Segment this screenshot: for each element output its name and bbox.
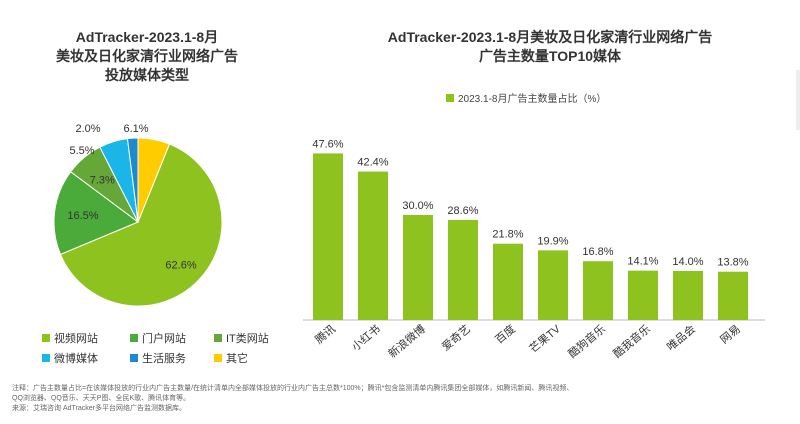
bar-value-label-5: 21.8% bbox=[492, 229, 523, 241]
legend-item-life: 生活服务 bbox=[130, 350, 186, 366]
footnote: 注释：广告主数量占比=在该媒体投放的行业内广告主数量/在统计清单内全部媒体投放的… bbox=[12, 384, 792, 414]
bar-value-label-2: 42.4% bbox=[357, 157, 388, 169]
legend-item-it: IT类网站 bbox=[214, 330, 269, 346]
bar-7 bbox=[583, 261, 613, 320]
bar-title-line1: AdTracker-2023.1-8月美妆及日化家清行业网络广告 bbox=[387, 29, 713, 45]
bar-value-label-8: 14.1% bbox=[627, 256, 658, 268]
bar-6 bbox=[538, 250, 568, 320]
pie-title-line3: 投放媒体类型 bbox=[105, 67, 189, 83]
legend-label-portal: 门户网站 bbox=[142, 333, 186, 345]
footnote-line3: 来源：艾瑞咨询 AdTracker多平台网络广告监测数据库。 bbox=[12, 405, 186, 412]
legend-swatch-weibo bbox=[42, 354, 50, 362]
bar-category-label-4: 爱奇艺 bbox=[439, 322, 473, 353]
legend-swatch-video bbox=[42, 334, 50, 342]
legend-label-video: 视频网站 bbox=[54, 333, 98, 345]
bar-chart: 47.6% 腾讯 42.4% 小红书 30.0% 新浪微博 28.6% 爱奇艺 21.8% 百度 1… bbox=[303, 138, 765, 361]
bar-legend-label: 2023.1-8月广告主数量占比（%） bbox=[458, 94, 607, 105]
bar-category-label-1: 腾讯 bbox=[312, 322, 338, 347]
pie-label-life: 2.0% bbox=[75, 123, 100, 135]
bar-10 bbox=[718, 271, 748, 320]
bar-value-label-6: 19.9% bbox=[537, 235, 568, 247]
legend-label-weibo: 微博媒体 bbox=[54, 353, 98, 365]
legend-label-other: 其它 bbox=[226, 353, 248, 365]
pie-label-it: 7.3% bbox=[90, 175, 115, 187]
bar-9 bbox=[673, 271, 703, 320]
bar-legend: 2023.1-8月广告主数量占比（%） bbox=[446, 90, 606, 105]
bar-value-label-10: 13.8% bbox=[717, 257, 748, 269]
pie-chart-title: AdTracker-2023.1-8月 美妆及日化家清行业网络广告 投放媒体类型 bbox=[22, 28, 272, 85]
legend-swatch-it bbox=[214, 334, 222, 342]
legend-label-life: 生活服务 bbox=[142, 353, 186, 365]
bar-value-label-7: 16.8% bbox=[582, 246, 613, 258]
bar-chart-title: AdTracker-2023.1-8月美妆及日化家清行业网络广告 广告主数量TO… bbox=[300, 28, 800, 66]
pie-chart: 62.6% 16.5% 7.3% 5.5% 2.0% 6.1% bbox=[53, 123, 223, 307]
legend-swatch-other bbox=[214, 354, 222, 362]
bar-value-label-1: 47.6% bbox=[312, 138, 343, 150]
bar-category-label-2: 小红书 bbox=[349, 322, 383, 353]
bar-legend-swatch bbox=[446, 93, 454, 102]
legend-item-other: 其它 bbox=[214, 350, 248, 366]
legend-item-weibo: 微博媒体 bbox=[42, 350, 98, 366]
bar-category-label-6: 芒果TV bbox=[527, 322, 563, 356]
bar-value-label-3: 30.0% bbox=[402, 200, 433, 212]
legend-item-video: 视频网站 bbox=[42, 330, 98, 346]
legend-label-it: IT类网站 bbox=[226, 333, 269, 345]
side-decoration bbox=[796, 70, 800, 130]
footnote-line2: QQ浏览器、QQ音乐、天天P图、全民K歌、腾讯体育等。 bbox=[12, 395, 191, 402]
pie-slice-portal bbox=[53, 171, 140, 256]
pie-slice-video bbox=[59, 143, 223, 307]
bar-2 bbox=[358, 171, 388, 320]
pie-label-portal: 16.5% bbox=[67, 210, 98, 222]
bar-title-line2: 广告主数量TOP10媒体 bbox=[478, 48, 622, 64]
bar-category-label-8: 酷我音乐 bbox=[610, 322, 653, 361]
pie-label-video: 62.6% bbox=[165, 259, 196, 271]
bar-value-label-9: 14.0% bbox=[672, 256, 703, 268]
legend-item-portal: 门户网站 bbox=[130, 330, 186, 346]
footnote-line1: 注释：广告主数量占比=在该媒体投放的行业内广告主数量/在统计清单内全部媒体投放的… bbox=[12, 385, 574, 392]
bar-3 bbox=[403, 215, 433, 320]
pie-title-line1: AdTracker-2023.1-8月 bbox=[75, 29, 219, 45]
bar-4 bbox=[448, 219, 478, 320]
bar-category-label-10: 网易 bbox=[718, 322, 743, 346]
bar-category-label-3: 新浪微博 bbox=[385, 322, 428, 361]
bar-category-label-5: 百度 bbox=[492, 322, 518, 347]
pie-label-other: 6.1% bbox=[123, 123, 148, 135]
bar-8 bbox=[628, 270, 658, 320]
pie-label-weibo: 5.5% bbox=[69, 145, 94, 157]
legend-swatch-life bbox=[130, 354, 138, 362]
bar-5 bbox=[493, 243, 523, 320]
bar-category-label-7: 酷狗音乐 bbox=[565, 322, 608, 361]
bar-value-label-4: 28.6% bbox=[447, 205, 478, 217]
pie-slice-other bbox=[137, 137, 171, 223]
bar-category-label-9: 唯品会 bbox=[664, 322, 698, 353]
pie-title-line2: 美妆及日化家清行业网络广告 bbox=[56, 48, 238, 64]
legend-swatch-portal bbox=[130, 334, 138, 342]
bar-1 bbox=[313, 153, 343, 320]
